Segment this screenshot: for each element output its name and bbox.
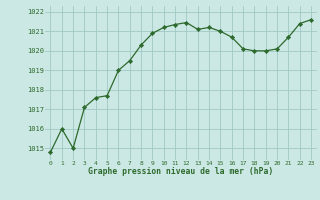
X-axis label: Graphe pression niveau de la mer (hPa): Graphe pression niveau de la mer (hPa) xyxy=(88,168,273,177)
